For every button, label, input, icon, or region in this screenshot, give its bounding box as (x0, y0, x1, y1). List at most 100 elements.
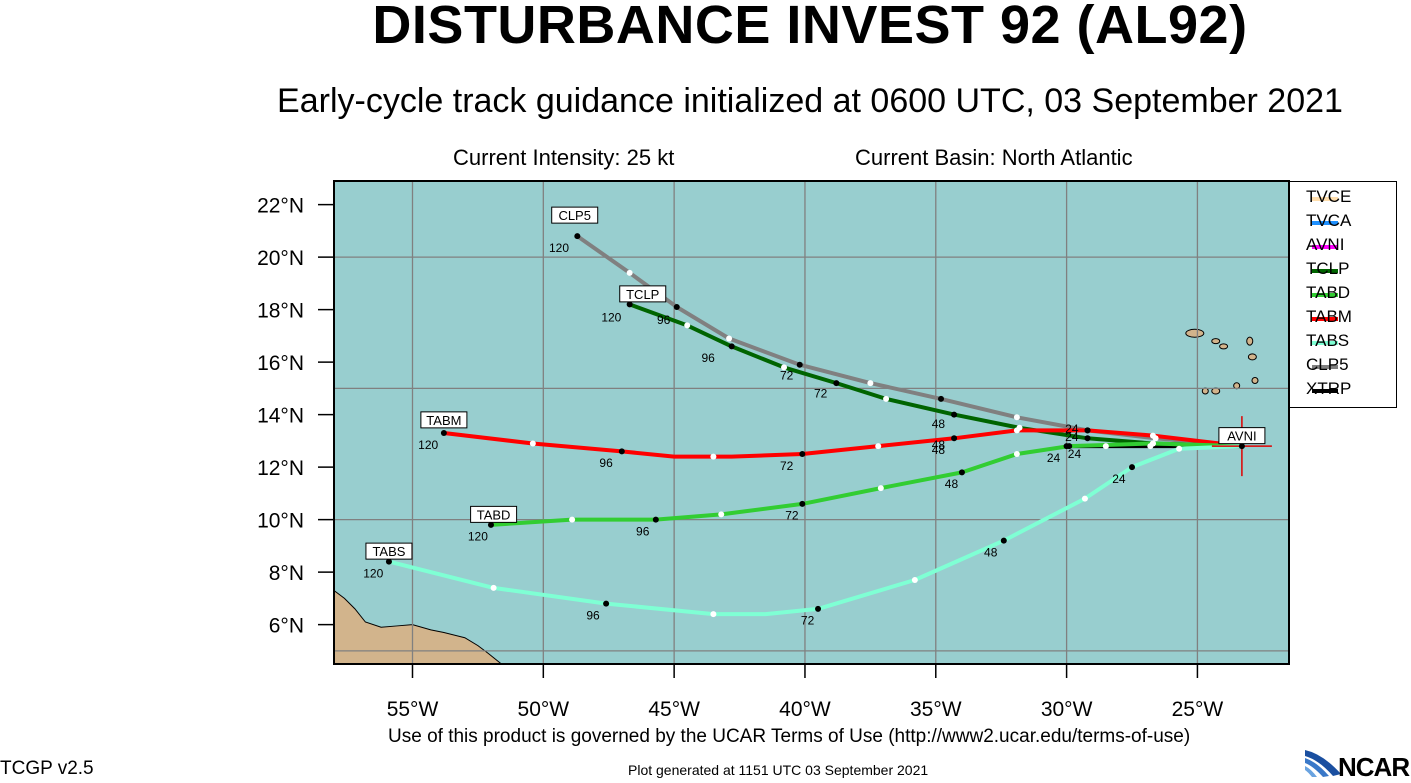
track-point (1066, 443, 1073, 450)
track-point (1013, 427, 1020, 434)
track-point (684, 322, 691, 329)
legend-label: TABM (1306, 307, 1352, 326)
x-tick-label: 55°W (387, 698, 439, 721)
forecast-hour-label: 24 (1068, 447, 1082, 461)
legend-swatch (1312, 221, 1338, 225)
legend-swatch (1312, 365, 1338, 369)
plot-area: 120 48 72 120 96 96 72 48 24 120 96 72 48 24 120 96 72 48… (334, 181, 1289, 664)
track-point (710, 453, 717, 460)
x-tick-label: 25°W (1172, 698, 1224, 721)
track-point (618, 448, 625, 455)
track-point (938, 395, 945, 402)
terms-of-use: Use of this product is governed by the U… (388, 726, 1191, 747)
y-tick-label: 20°N (257, 247, 304, 270)
plot-frame (333, 180, 1290, 665)
forecast-hour-label: 120 (549, 241, 569, 255)
track-point (1102, 443, 1109, 450)
forecast-hour-label: 96 (701, 351, 715, 365)
track-point (728, 343, 735, 350)
x-tick-label: 50°W (518, 698, 570, 721)
track-point (799, 500, 806, 507)
legend-label: AVNI (1306, 235, 1345, 254)
model-avni-box (1218, 427, 1266, 445)
x-tick-label: 35°W (910, 698, 962, 721)
y-tick-label: 18°N (257, 300, 304, 323)
track-point (799, 451, 806, 457)
legend-swatch (1312, 341, 1338, 345)
island (1246, 336, 1254, 346)
legend-swatch (1312, 269, 1338, 273)
legend-item-avni: AVNI (1290, 235, 1398, 259)
forecast-hour-label: 48 (932, 443, 946, 457)
track-point (1000, 537, 1007, 544)
track-point (1129, 464, 1136, 471)
track-point (574, 233, 581, 240)
track-point (1013, 451, 1020, 457)
south-america-land (334, 589, 518, 664)
model-avni-label: AVNI (1227, 429, 1256, 444)
track-point (626, 269, 633, 276)
island (1251, 377, 1259, 384)
forecast-hour-label: 48 (932, 417, 946, 431)
legend-item-tabd: TABD (1290, 283, 1398, 307)
legend-item-xtrp: XTRP (1290, 379, 1398, 403)
legend-item-tclp: TCLP (1290, 259, 1398, 283)
legend-label: TABS (1306, 331, 1350, 350)
forecast-hour-label: 120 (468, 530, 488, 544)
y-tick-label: 22°N (257, 195, 304, 218)
legend-label: TABD (1306, 283, 1351, 302)
legend-swatch (1312, 197, 1338, 201)
track-point (529, 440, 536, 447)
track-tabs (386, 444, 1244, 617)
forecast-hour-label: 24 (1065, 422, 1079, 436)
track-point (673, 304, 680, 310)
track-point (1176, 445, 1183, 452)
track-point (883, 395, 890, 402)
track-point (875, 443, 882, 450)
ncar-logo-icon (1305, 750, 1341, 777)
legend-item-tvce: TVCE (1290, 187, 1398, 211)
forecast-hour-label: 72 (780, 459, 794, 473)
track-point (603, 600, 610, 607)
legend-swatch (1312, 293, 1338, 297)
current-intensity: Current Intensity: 25 kt (453, 145, 675, 170)
legend-swatch (1312, 389, 1338, 393)
y-tick-label: 8°N (269, 562, 304, 585)
track-point (1149, 440, 1156, 447)
current-position-dot (1238, 443, 1245, 450)
track-point (1013, 414, 1020, 421)
legend-swatch (1312, 317, 1338, 321)
forecast-hour-label: 48 (945, 477, 959, 491)
legend-item-tvca: TVCA (1290, 211, 1398, 235)
forecast-hour-label: 120 (418, 438, 438, 452)
track-point (385, 558, 392, 565)
legend-item-tabs: TABS (1290, 331, 1398, 355)
version-label: TCGP v2.5 (0, 758, 94, 779)
legend-swatch (1312, 245, 1338, 249)
y-tick-label: 14°N (257, 405, 304, 428)
x-tick-label: 45°W (648, 698, 700, 721)
legend-label: CLP5 (1306, 355, 1349, 374)
island (1219, 343, 1229, 350)
forecast-hour-label: 48 (932, 438, 946, 452)
forecast-hour-label: 96 (599, 456, 613, 470)
forecast-hour-label: 48 (984, 545, 998, 559)
legend-label: TVCA (1306, 211, 1352, 230)
track-point (1084, 435, 1091, 442)
model-tabd-label: TABD (477, 507, 511, 522)
legend: TVCE TVCA AVNI TCLP TABD TABM TABS CLP5 XTRP (1289, 181, 1397, 408)
model-clp5-label: CLP5 (558, 208, 591, 223)
track-point (1149, 432, 1156, 439)
model-tabm-box (420, 411, 468, 429)
model-tclp-label: TCLP (626, 287, 659, 302)
track-point (867, 380, 874, 387)
x-tick-label: 30°W (1041, 698, 1093, 721)
track-point (626, 301, 633, 308)
model-tabm-label: TABM (426, 413, 461, 428)
track-point (710, 611, 717, 618)
forecast-hour-label: 96 (657, 313, 671, 327)
track-point (487, 521, 494, 528)
track-point (951, 411, 958, 418)
track-point (958, 469, 965, 476)
